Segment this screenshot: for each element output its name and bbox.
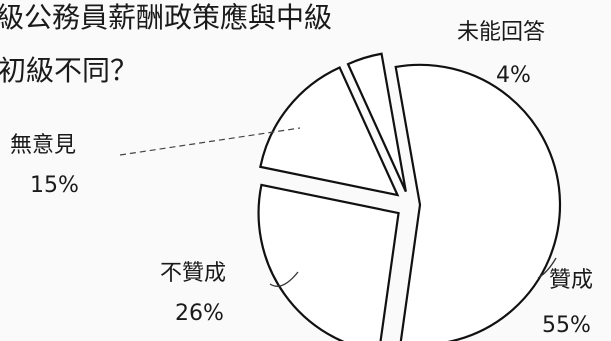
slice-label-disagree: 不贊成 [160,261,226,286]
slice-label-no-opinion: 無意見 [10,133,76,158]
slice-disagree [257,183,400,341]
chart-title-line-1: 級公務員薪酬政策應與中級 [0,1,332,34]
leader-line-agree [537,257,557,279]
slice-label-no-answer: 未能回答 [457,20,545,45]
slice-value-no-answer: 4% [496,63,531,88]
slice-label-agree: 贊成 [549,268,593,293]
pie-slices [257,52,562,341]
leader-line-no-opinion [119,127,301,156]
leader-line-disagree [269,271,299,287]
leader-lines [119,127,557,287]
slice-value-disagree: 26% [175,301,224,326]
slice-no-answer [346,52,407,193]
chart-title-line-2: 初級不同？ [0,54,138,87]
slice-agree [394,63,562,341]
slice-no-opinion [259,66,400,197]
slice-value-no-opinion: 15% [30,173,79,198]
slice-value-agree: 55% [542,313,591,338]
